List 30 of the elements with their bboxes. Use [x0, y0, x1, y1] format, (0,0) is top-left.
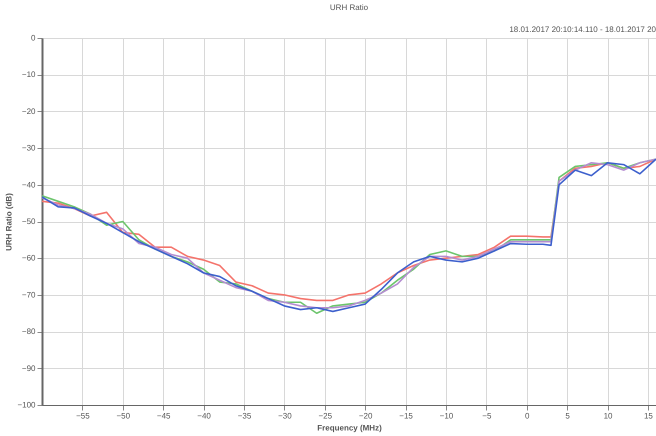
- x-tick-label: −20: [358, 412, 373, 420]
- x-tick-label: −25: [318, 412, 333, 420]
- x-tick-label: −55: [76, 412, 90, 420]
- y-tick-label: −10: [22, 70, 36, 80]
- y-axis-title: URH Ratio (dB): [4, 192, 14, 251]
- y-tick-label: −70: [22, 290, 36, 300]
- x-tick-label: −30: [278, 412, 292, 420]
- x-tick-label: −45: [156, 412, 172, 420]
- y-tick-label: −30: [22, 144, 36, 153]
- x-tick-label: 15: [644, 412, 654, 420]
- x-tick-label: −50: [116, 412, 131, 420]
- y-tick-label: 0: [31, 34, 36, 42]
- x-tick-label: −15: [399, 412, 414, 420]
- y-tick-label: −60: [22, 254, 36, 263]
- x-tick-label: 5: [565, 412, 570, 420]
- x-tick-label: −10: [440, 412, 454, 420]
- y-tick-label: −50: [22, 217, 36, 226]
- y-tick-label: −100: [17, 400, 36, 410]
- y-tick-label: −90: [22, 364, 36, 373]
- y-tick-label: −80: [22, 327, 36, 336]
- text: 18.01.2017 20:10:14.110 - 18.01.2017 20: [509, 25, 656, 34]
- x-axis-title: Frequency (MHz): [317, 424, 382, 432]
- y-tick-label: −20: [22, 106, 36, 116]
- chart-title: URH Ratio: [330, 3, 369, 12]
- x-tick-label: −40: [197, 412, 212, 420]
- y-tick-label: −40: [22, 180, 36, 190]
- x-tick-label: 0: [525, 412, 530, 420]
- x-tick-label: −35: [238, 412, 252, 420]
- x-tick-label: 10: [604, 412, 614, 420]
- x-tick-label: −5: [482, 412, 492, 420]
